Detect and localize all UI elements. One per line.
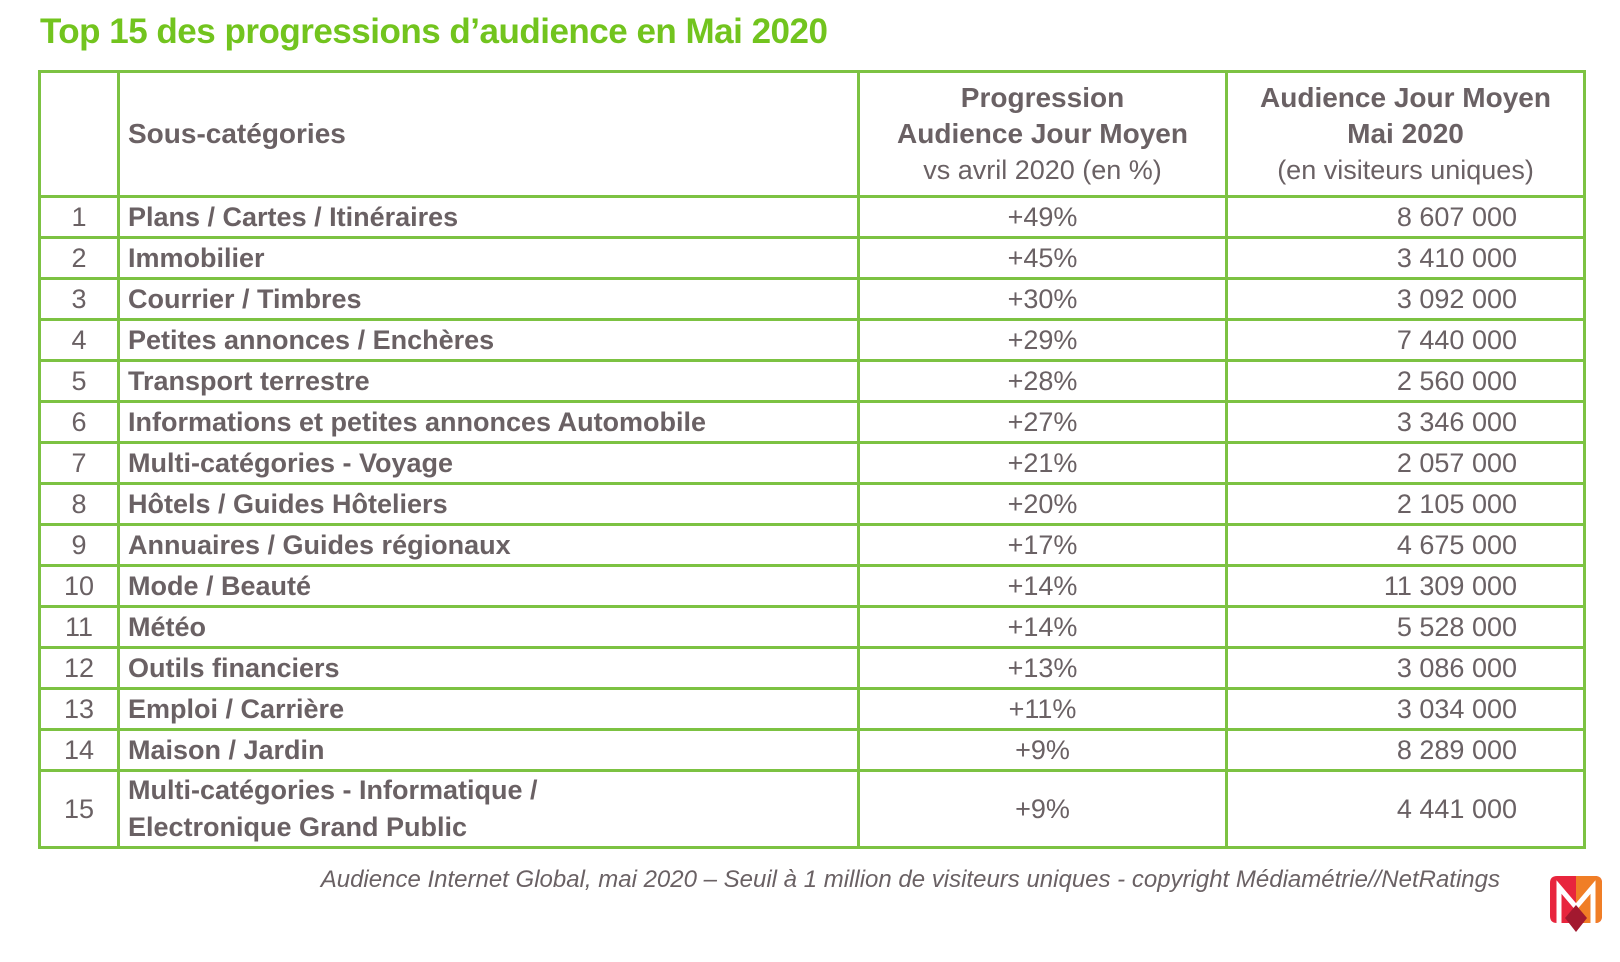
category-cell: Multi-catégories - Informatique / Electr… xyxy=(117,769,860,849)
category-cell: Météo xyxy=(117,605,860,649)
table-row: 10 Mode / Beauté +14% 11 309 000 xyxy=(38,564,1586,608)
progression-header-subtitle: vs avril 2020 (en %) xyxy=(923,155,1162,185)
category-cell: Maison / Jardin xyxy=(117,728,860,772)
table-row: 3 Courrier / Timbres +30% 3 092 000 xyxy=(38,277,1586,321)
table-row: 6 Informations et petites annonces Autom… xyxy=(38,400,1586,444)
page-title: Top 15 des progressions d’audience en Ma… xyxy=(40,12,828,51)
progression-cell: +14% xyxy=(857,564,1228,608)
table-body: 1 Plans / Cartes / Itinéraires +49% 8 60… xyxy=(38,195,1586,849)
table-row: 9 Annuaires / Guides régionaux +17% 4 67… xyxy=(38,523,1586,567)
table-row: 5 Transport terrestre +28% 2 560 000 xyxy=(38,359,1586,403)
rank-cell: 12 xyxy=(38,646,120,690)
category-cell: Emploi / Carrière xyxy=(117,687,860,731)
audience-cell: 2 560 000 xyxy=(1225,359,1586,403)
category-cell: Courrier / Timbres xyxy=(117,277,860,321)
category-cell: Mode / Beauté xyxy=(117,564,860,608)
progression-cell: +28% xyxy=(857,359,1228,403)
progression-header-line2: Audience Jour Moyen xyxy=(897,118,1188,149)
progression-cell: +49% xyxy=(857,195,1228,239)
category-cell: Transport terrestre xyxy=(117,359,860,403)
rank-cell: 15 xyxy=(38,769,120,849)
rank-cell: 14 xyxy=(38,728,120,772)
category-cell: Hôtels / Guides Hôteliers xyxy=(117,482,860,526)
audience-cell: 11 309 000 xyxy=(1225,564,1586,608)
rank-cell: 10 xyxy=(38,564,120,608)
table-row: 13 Emploi / Carrière +11% 3 034 000 xyxy=(38,687,1586,731)
table-row: 8 Hôtels / Guides Hôteliers +20% 2 105 0… xyxy=(38,482,1586,526)
rank-cell: 7 xyxy=(38,441,120,485)
table-row: 2 Immobilier +45% 3 410 000 xyxy=(38,236,1586,280)
category-cell: Outils financiers xyxy=(117,646,860,690)
table-row: 7 Multi-catégories - Voyage +21% 2 057 0… xyxy=(38,441,1586,485)
progression-cell: +21% xyxy=(857,441,1228,485)
audience-cell: 4 675 000 xyxy=(1225,523,1586,567)
category-column-header: Sous-catégories xyxy=(117,70,860,198)
audience-header-line1: Audience Jour Moyen xyxy=(1260,82,1551,113)
rank-cell: 4 xyxy=(38,318,120,362)
progression-cell: +30% xyxy=(857,277,1228,321)
category-cell: Informations et petites annonces Automob… xyxy=(117,400,860,444)
audience-header-line2: Mai 2020 xyxy=(1347,118,1464,149)
progression-header-line1: Progression xyxy=(960,82,1125,113)
rank-cell: 2 xyxy=(38,236,120,280)
audience-cell: 2 105 000 xyxy=(1225,482,1586,526)
rank-cell: 13 xyxy=(38,687,120,731)
table-row: 15 Multi-catégories - Informatique / Ele… xyxy=(38,769,1586,849)
audience-cell: 5 528 000 xyxy=(1225,605,1586,649)
audience-cell: 3 034 000 xyxy=(1225,687,1586,731)
source-footnote: Audience Internet Global, mai 2020 – Seu… xyxy=(320,866,1500,893)
audience-cell: 3 346 000 xyxy=(1225,400,1586,444)
audience-header-subtitle: (en visiteurs uniques) xyxy=(1277,155,1534,185)
rank-cell: 8 xyxy=(38,482,120,526)
rank-cell: 3 xyxy=(38,277,120,321)
progression-cell: +17% xyxy=(857,523,1228,567)
category-cell: Immobilier xyxy=(117,236,860,280)
audience-cell: 4 441 000 xyxy=(1225,769,1586,849)
mediametrie-m-logo-icon xyxy=(1550,876,1602,932)
audience-table: Sous-catégories Progression Audience Jou… xyxy=(38,70,1586,849)
table-row: 14 Maison / Jardin +9% 8 289 000 xyxy=(38,728,1586,772)
progression-cell: +9% xyxy=(857,728,1228,772)
progression-cell: +9% xyxy=(857,769,1228,849)
category-cell: Petites annonces / Enchères xyxy=(117,318,860,362)
progression-cell: +13% xyxy=(857,646,1228,690)
progression-cell: +14% xyxy=(857,605,1228,649)
rank-column-header xyxy=(38,70,120,198)
progression-cell: +27% xyxy=(857,400,1228,444)
rank-cell: 1 xyxy=(38,195,120,239)
category-cell: Multi-catégories - Voyage xyxy=(117,441,860,485)
category-cell: Plans / Cartes / Itinéraires xyxy=(117,195,860,239)
audience-column-header: Audience Jour Moyen Mai 2020 (en visiteu… xyxy=(1225,70,1586,198)
rank-cell: 5 xyxy=(38,359,120,403)
progression-column-header: Progression Audience Jour Moyen vs avril… xyxy=(857,70,1228,198)
rank-cell: 11 xyxy=(38,605,120,649)
audience-cell: 8 289 000 xyxy=(1225,728,1586,772)
audience-cell: 8 607 000 xyxy=(1225,195,1586,239)
audience-cell: 3 086 000 xyxy=(1225,646,1586,690)
progression-cell: +20% xyxy=(857,482,1228,526)
rank-cell: 9 xyxy=(38,523,120,567)
audience-cell: 3 410 000 xyxy=(1225,236,1586,280)
table-row: 11 Météo +14% 5 528 000 xyxy=(38,605,1586,649)
audience-cell: 2 057 000 xyxy=(1225,441,1586,485)
rank-cell: 6 xyxy=(38,400,120,444)
category-cell: Annuaires / Guides régionaux xyxy=(117,523,860,567)
table-row: 4 Petites annonces / Enchères +29% 7 440… xyxy=(38,318,1586,362)
audience-cell: 3 092 000 xyxy=(1225,277,1586,321)
table-row: 12 Outils financiers +13% 3 086 000 xyxy=(38,646,1586,690)
table-row: 1 Plans / Cartes / Itinéraires +49% 8 60… xyxy=(38,195,1586,239)
table-header-row: Sous-catégories Progression Audience Jou… xyxy=(38,70,1586,198)
progression-cell: +29% xyxy=(857,318,1228,362)
progression-cell: +45% xyxy=(857,236,1228,280)
audience-cell: 7 440 000 xyxy=(1225,318,1586,362)
progression-cell: +11% xyxy=(857,687,1228,731)
